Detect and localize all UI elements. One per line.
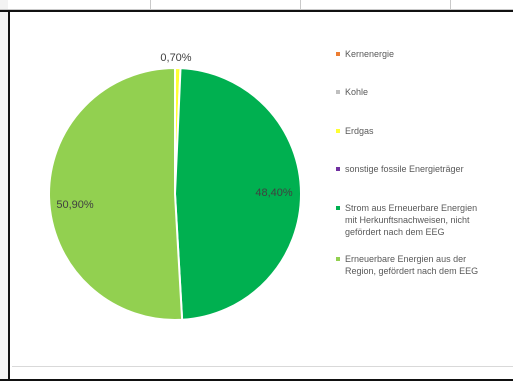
legend-label: Erdgas (345, 125, 510, 137)
legend-label: Strom aus Erneuerbare Energien mit Herku… (345, 202, 510, 238)
legend-swatch (336, 52, 340, 56)
legend-item: Kernenergie (336, 48, 510, 60)
slice-data-label: 48,40% (255, 187, 293, 199)
legend-label: sonstige fossile Energieträger (345, 163, 510, 175)
slice-data-label: 50,90% (56, 199, 94, 211)
slice-data-label: 0,70% (160, 52, 191, 64)
legend-swatch (336, 129, 340, 133)
legend-item: Erneuerbare Energien aus der Region, gef… (336, 253, 510, 277)
legend-swatch (336, 90, 340, 94)
legend-label: Kohle (345, 86, 510, 98)
legend-item: Strom aus Erneuerbare Energien mit Herku… (336, 202, 510, 238)
legend-item: Erdgas (336, 125, 510, 137)
legend-swatch (336, 257, 340, 261)
legend-label: Kernenergie (345, 48, 510, 60)
legend-swatch (336, 167, 340, 171)
legend-item: Kohle (336, 86, 510, 98)
legend-swatch (336, 206, 340, 210)
legend-item: sonstige fossile Energieträger (336, 163, 510, 175)
legend-label: Erneuerbare Energien aus der Region, gef… (345, 253, 510, 277)
pie-slice[interactable] (49, 68, 182, 320)
